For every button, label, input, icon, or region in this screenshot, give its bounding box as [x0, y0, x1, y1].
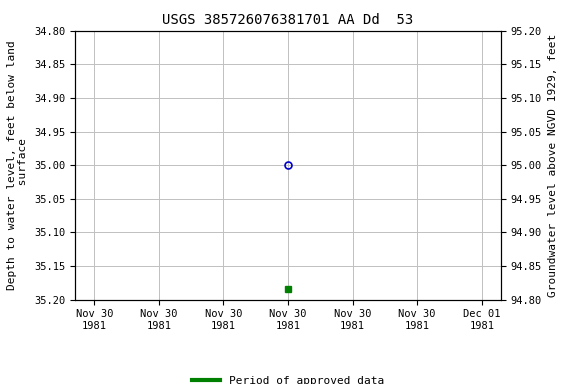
- Y-axis label: Groundwater level above NGVD 1929, feet: Groundwater level above NGVD 1929, feet: [548, 33, 558, 297]
- Title: USGS 385726076381701 AA Dd  53: USGS 385726076381701 AA Dd 53: [162, 13, 414, 27]
- Legend: Period of approved data: Period of approved data: [188, 372, 388, 384]
- Y-axis label: Depth to water level, feet below land
 surface: Depth to water level, feet below land su…: [7, 40, 28, 290]
